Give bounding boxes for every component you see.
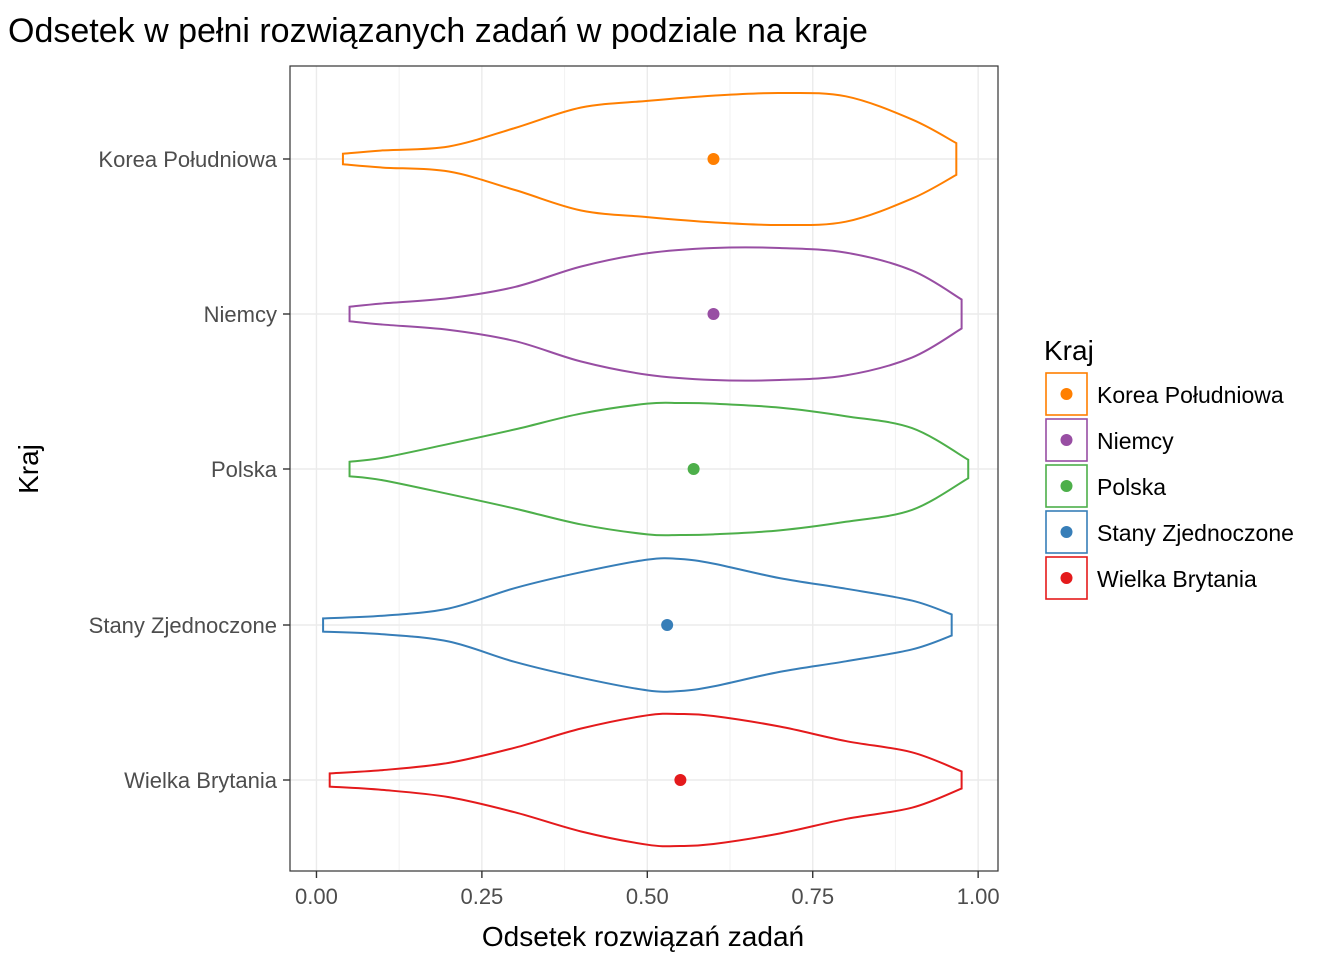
grid-lines [290,66,998,871]
violin-korea-południowa [341,91,958,227]
violin-polska [348,401,970,537]
chart-title: Odsetek w pełni rozwiązanych zadań w pod… [8,12,868,50]
legend-key-point [1060,572,1073,584]
x-tick-label: 0.25 [460,884,503,909]
median-point [707,153,720,165]
violin-stany-zjednoczone [322,557,953,693]
legend-label: Stany Zjednoczone [1097,520,1294,546]
x-axis: 0.00 0.25 0.50 0.75 1.00 [295,871,1000,909]
violin-wielka-brytania [328,712,963,848]
x-tick-label: 1.00 [957,884,1000,909]
legend-key-point [1060,526,1073,538]
median-point [661,619,674,631]
x-tick-label: 0.50 [626,884,669,909]
median-point [674,774,687,786]
legend-label: Wielka Brytania [1097,566,1257,592]
x-tick-label: 0.00 [295,884,338,909]
violin-niemcy [348,246,963,382]
x-tick-label: 0.75 [791,884,834,909]
legend-label: Niemcy [1097,428,1174,454]
plot-area [289,65,999,872]
legend-key-point [1060,480,1073,492]
violins [322,91,970,848]
y-axis: Korea Południowa Niemcy Polska Stany Zjedno… [89,147,290,793]
legend-label: Korea Południowa [1097,382,1284,408]
legend-key-point [1060,434,1073,446]
legend-key-point [1060,388,1073,400]
legend-title: Kraj [1044,335,1094,366]
x-axis-title: Odsetek rozwiązań zadań [482,921,804,952]
y-tick-label: Niemcy [204,302,277,327]
y-tick-label: Polska [211,457,278,482]
y-tick-label: Wielka Brytania [124,768,278,793]
legend: Kraj Korea Południowa Niemcy Polska Stany Z… [1044,335,1294,600]
median-point [687,463,700,475]
median-point [707,308,720,320]
y-tick-label: Stany Zjednoczone [89,613,277,638]
y-tick-label: Korea Południowa [98,147,277,172]
y-axis-title: Kraj [13,444,44,494]
legend-label: Polska [1097,474,1166,500]
